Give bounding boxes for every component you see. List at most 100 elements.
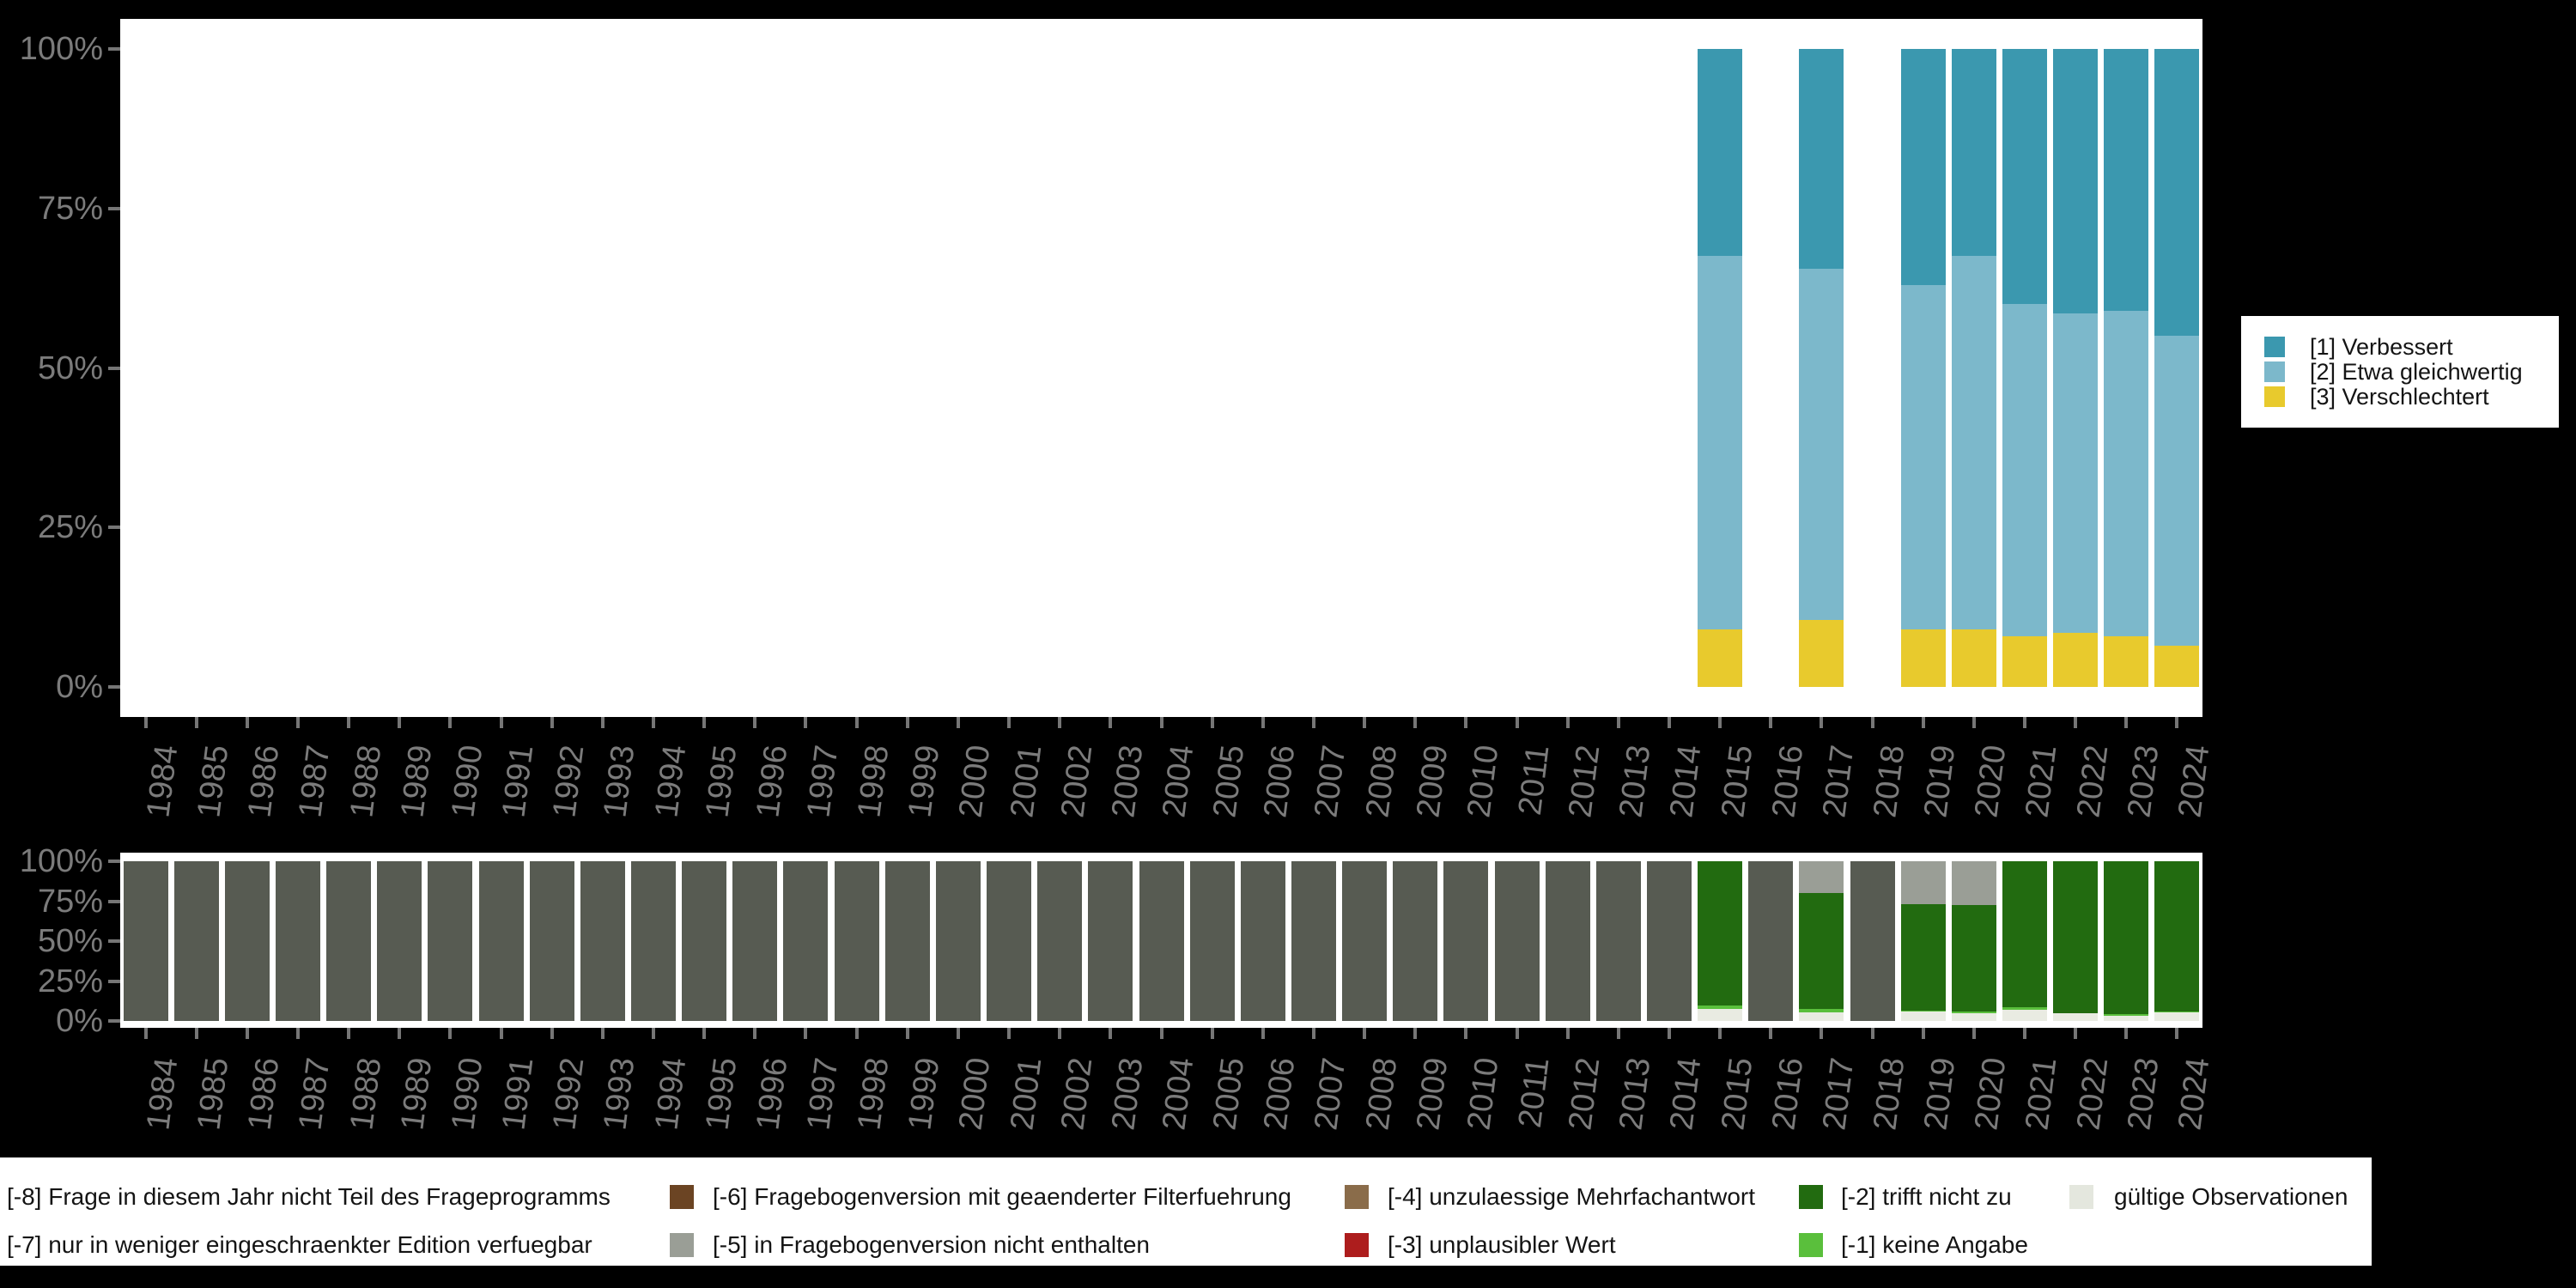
x-tick bbox=[398, 717, 402, 728]
missing-values-legend: [-8] Frage in diesem Jahr nicht Teil des… bbox=[0, 1157, 2372, 1266]
bar-segment-2024 bbox=[2154, 49, 2200, 337]
legend-label: [2] Etwa gleichwertig bbox=[2310, 359, 2523, 385]
y-tick bbox=[108, 1019, 120, 1023]
legend-swatch bbox=[1799, 1185, 1823, 1209]
x-tick-label: 1991 bbox=[495, 743, 541, 820]
x-tick-label: 1990 bbox=[445, 743, 490, 820]
x-tick-label: 2003 bbox=[1105, 743, 1151, 820]
bottom-chart-panel bbox=[120, 853, 2202, 1028]
y-tick bbox=[108, 366, 120, 370]
bar-segment-2008 bbox=[1342, 861, 1388, 1021]
x-tick bbox=[1464, 1028, 1468, 1039]
x-tick-label: 2015 bbox=[1714, 1055, 1759, 1133]
x-tick bbox=[143, 717, 148, 728]
x-tick-label: 1984 bbox=[140, 743, 185, 820]
x-tick bbox=[652, 717, 656, 728]
x-tick bbox=[1363, 717, 1367, 728]
bar-segment-2020 bbox=[1951, 1011, 1996, 1013]
y-tick-label: 0% bbox=[56, 1003, 103, 1039]
x-tick-label: 2024 bbox=[2172, 1055, 2217, 1133]
x-tick bbox=[1109, 717, 1113, 728]
y-tick bbox=[108, 939, 120, 943]
x-tick-label: 2016 bbox=[1765, 743, 1811, 820]
x-tick-label: 1995 bbox=[699, 1055, 744, 1133]
x-tick-label: 1990 bbox=[445, 1055, 490, 1133]
x-tick bbox=[347, 717, 351, 728]
bar-segment-2023 bbox=[2104, 310, 2149, 636]
x-tick-label: 2017 bbox=[1816, 743, 1862, 820]
x-tick-label: 2007 bbox=[1308, 1055, 1353, 1133]
x-tick bbox=[448, 717, 453, 728]
bar-segment-2021 bbox=[2002, 1007, 2047, 1010]
x-tick-label: 2000 bbox=[952, 1055, 998, 1133]
x-tick bbox=[1971, 1028, 1976, 1039]
bar-segment-1984 bbox=[123, 861, 168, 1021]
x-tick bbox=[550, 717, 554, 728]
x-tick-label: 2005 bbox=[1206, 743, 1252, 820]
bar-segment-2023 bbox=[2104, 861, 2149, 1014]
x-tick-label: 1994 bbox=[647, 743, 693, 820]
x-tick-label: 1995 bbox=[699, 743, 744, 820]
x-tick-label: 2014 bbox=[1663, 1055, 1709, 1133]
bar-segment-2017 bbox=[1799, 893, 1844, 1010]
bar-segment-2015 bbox=[1698, 1005, 1743, 1010]
legend-label: [-2] trifft nicht zu bbox=[1841, 1183, 2012, 1210]
bar-segment-2018 bbox=[1850, 861, 1895, 1021]
bar-segment-2005 bbox=[1189, 861, 1235, 1021]
legend-swatch bbox=[1345, 1185, 1369, 1209]
bar-segment-2022 bbox=[2053, 313, 2099, 633]
x-tick-label: 2011 bbox=[1511, 743, 1557, 817]
bar-segment-1988 bbox=[326, 861, 372, 1021]
x-tick-label: 2007 bbox=[1308, 743, 1353, 820]
bar-segment-2003 bbox=[1088, 861, 1133, 1021]
legend-swatch bbox=[670, 1233, 694, 1257]
x-tick-label: 1986 bbox=[241, 1055, 287, 1133]
bar-segment-1993 bbox=[580, 861, 625, 1021]
x-tick bbox=[1667, 717, 1671, 728]
bar-segment-2023 bbox=[2104, 635, 2149, 687]
bar-segment-2020 bbox=[1951, 1012, 1996, 1021]
x-tick-label: 2015 bbox=[1714, 743, 1759, 820]
x-tick-label: 2008 bbox=[1358, 743, 1404, 820]
x-tick bbox=[1616, 717, 1620, 728]
x-tick bbox=[296, 1028, 300, 1039]
x-tick bbox=[1210, 717, 1214, 728]
bar-segment-2019 bbox=[1900, 861, 1946, 905]
legend-label: gültige Observationen bbox=[2114, 1183, 2348, 1210]
legend-label: [-8] Frage in diesem Jahr nicht Teil des… bbox=[7, 1183, 611, 1210]
x-tick-label: 2022 bbox=[2069, 1055, 2115, 1133]
x-tick bbox=[2175, 717, 2179, 728]
x-tick-label: 1993 bbox=[597, 1055, 642, 1133]
x-tick-label: 2012 bbox=[1562, 743, 1607, 820]
x-tick-label: 2008 bbox=[1358, 1055, 1404, 1133]
y-tick-label: 75% bbox=[37, 883, 103, 920]
x-tick-label: 1988 bbox=[343, 1055, 389, 1133]
x-tick bbox=[1769, 717, 1773, 728]
x-tick bbox=[1515, 717, 1519, 728]
x-tick-label: 2005 bbox=[1206, 1055, 1252, 1133]
legend-swatch bbox=[2264, 386, 2285, 407]
x-tick-label: 1985 bbox=[191, 743, 236, 820]
x-tick-label: 1987 bbox=[292, 743, 337, 820]
x-tick bbox=[1413, 717, 1418, 728]
x-tick-label: 1987 bbox=[292, 1055, 337, 1133]
x-tick-label: 2023 bbox=[2121, 1055, 2166, 1133]
bar-segment-2019 bbox=[1900, 284, 1946, 630]
legend-label: [-1] keine Angabe bbox=[1841, 1231, 2028, 1258]
x-tick bbox=[2074, 1028, 2078, 1039]
x-tick-label: 2010 bbox=[1461, 743, 1506, 820]
bar-segment-1998 bbox=[834, 861, 879, 1021]
x-tick bbox=[245, 1028, 249, 1039]
x-tick-label: 2010 bbox=[1461, 1055, 1506, 1133]
x-tick bbox=[1311, 717, 1315, 728]
x-tick-label: 2006 bbox=[1257, 743, 1303, 820]
bar-segment-2011 bbox=[1494, 861, 1540, 1021]
x-tick-label: 2014 bbox=[1663, 743, 1709, 820]
x-tick bbox=[2175, 1028, 2179, 1039]
x-tick-label: 2020 bbox=[1968, 1055, 2014, 1133]
bar-segment-1991 bbox=[478, 861, 524, 1021]
bar-segment-1992 bbox=[529, 861, 574, 1021]
bar-segment-2022 bbox=[2053, 1012, 2099, 1021]
x-tick bbox=[1311, 1028, 1315, 1039]
bar-segment-2017 bbox=[1799, 861, 1844, 894]
